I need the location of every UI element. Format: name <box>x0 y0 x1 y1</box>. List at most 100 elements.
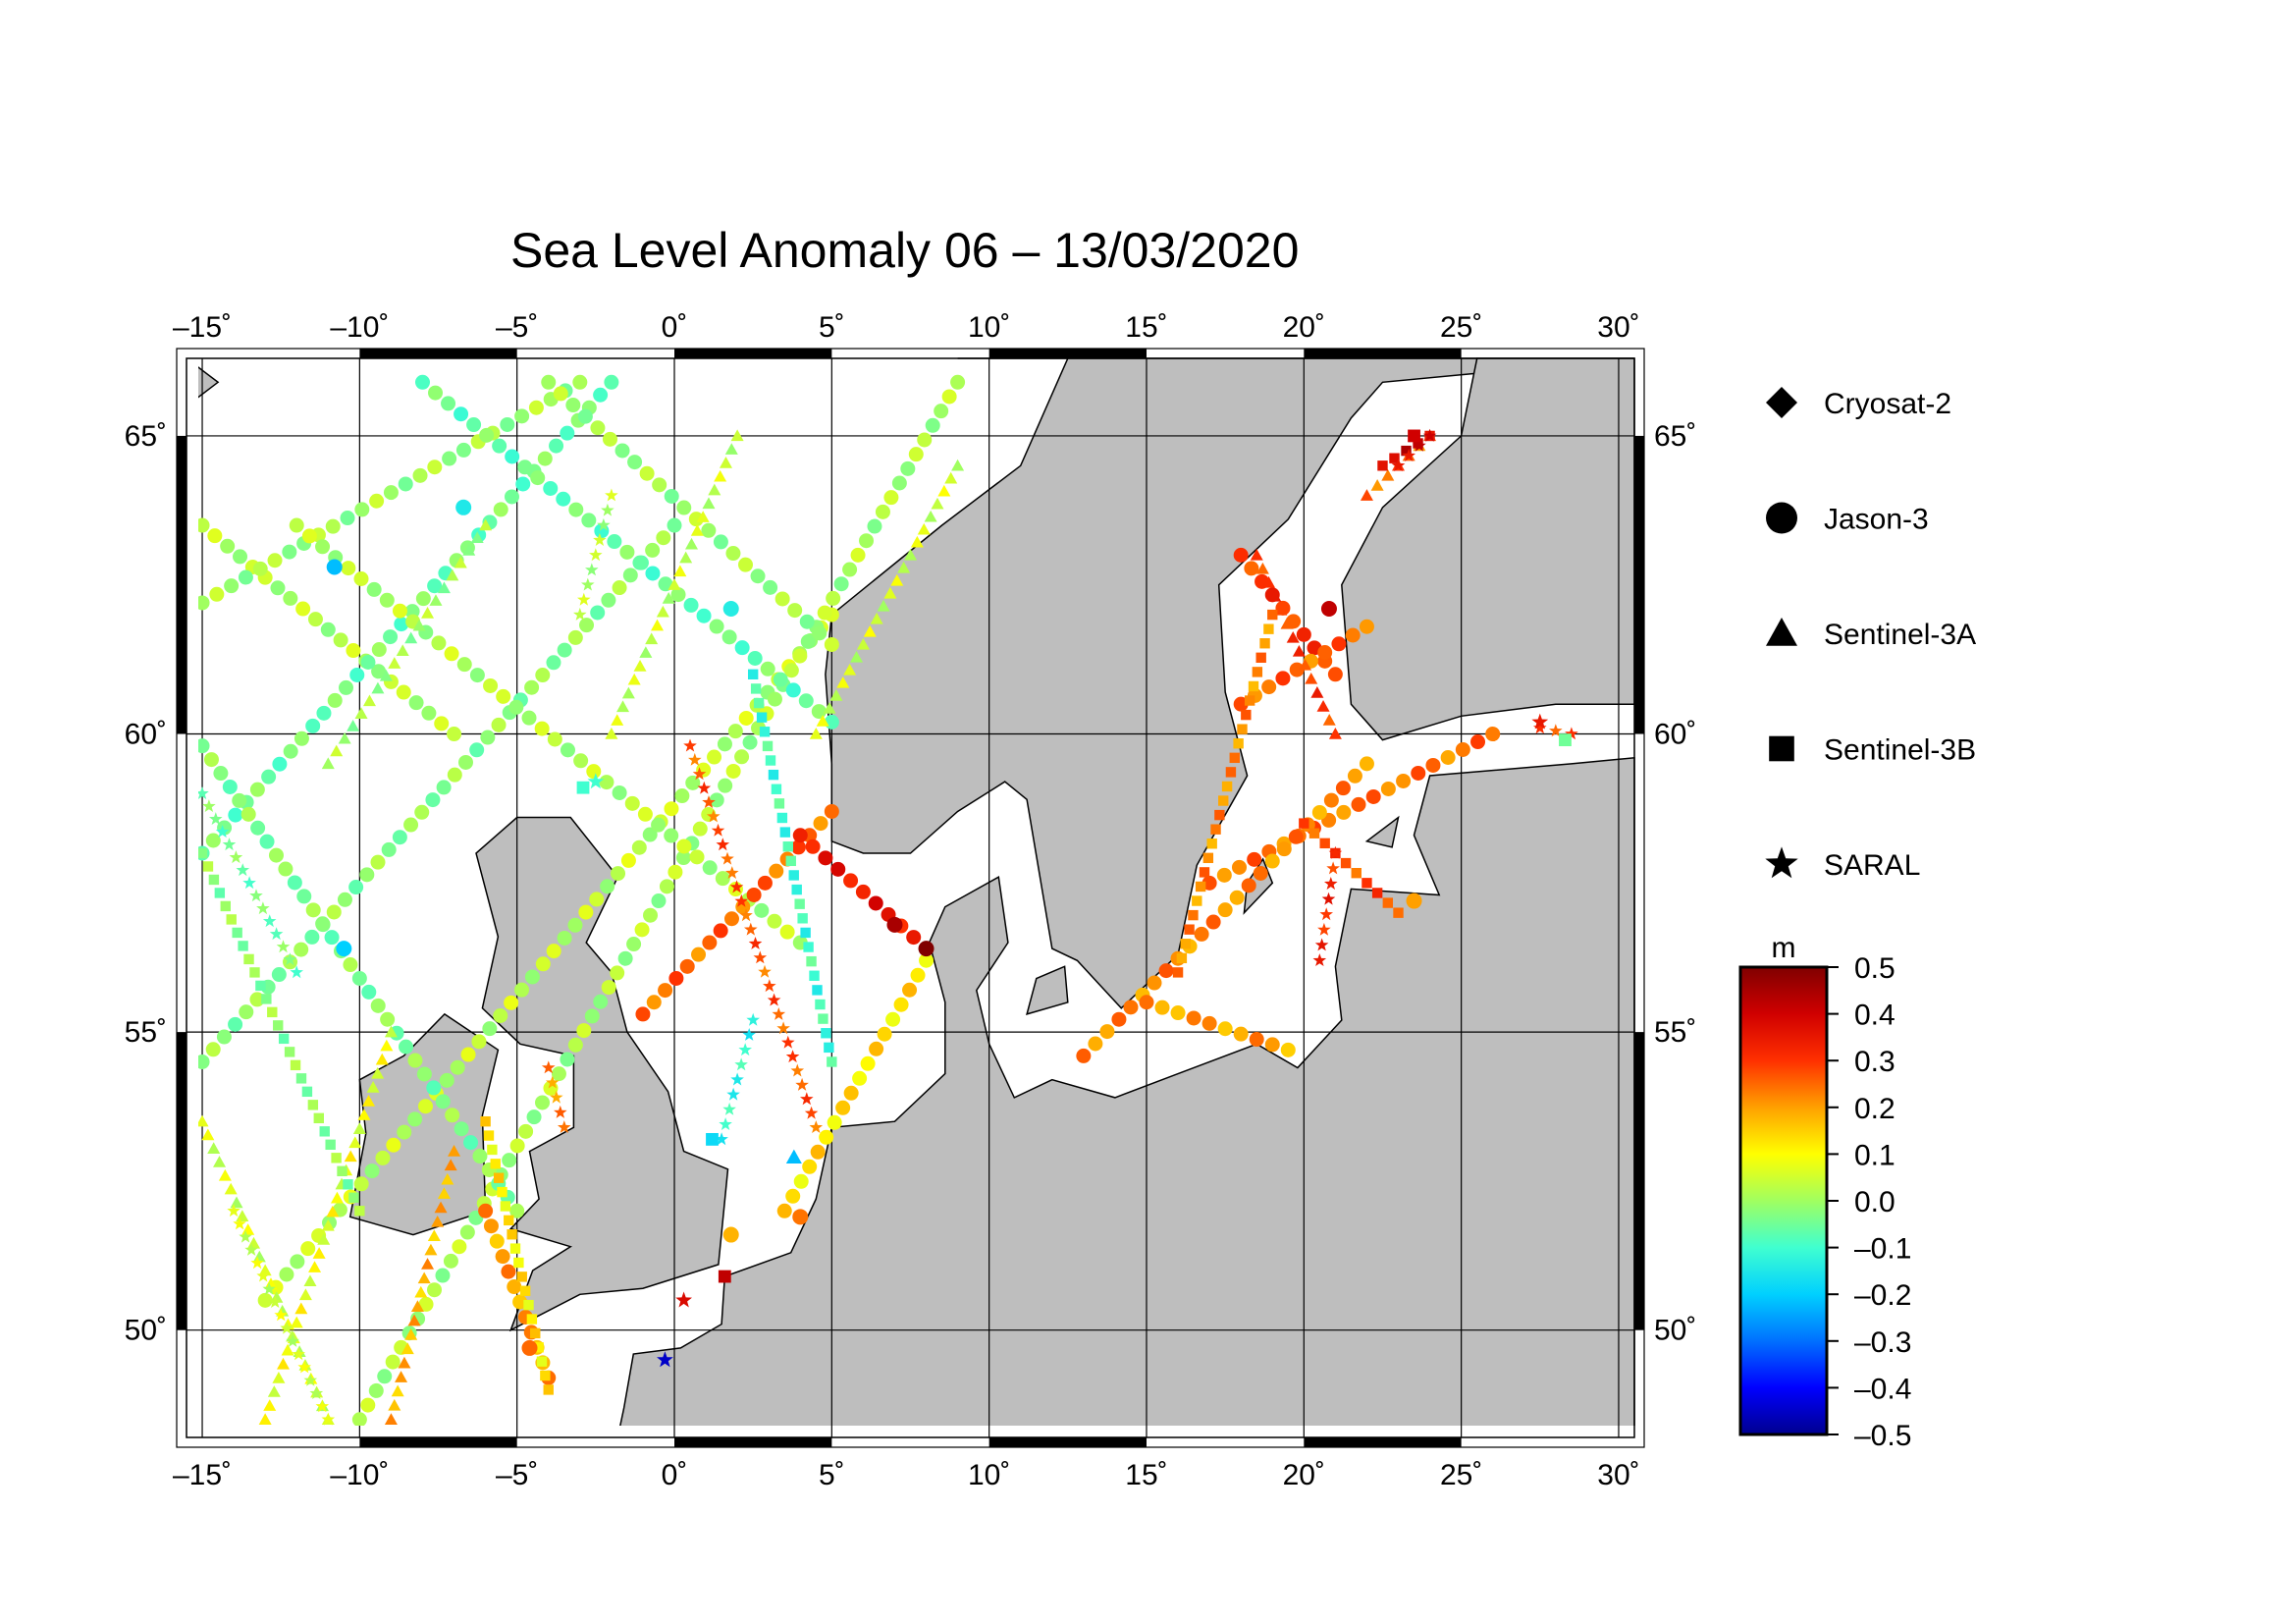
sla-point <box>321 757 335 770</box>
sla-point <box>315 1399 330 1413</box>
sla-point <box>1123 1000 1139 1015</box>
sla-point <box>1076 1048 1092 1063</box>
sla-point <box>466 417 482 433</box>
sla-point <box>427 460 443 475</box>
sla-point <box>346 643 361 659</box>
sla-point <box>702 497 716 510</box>
sla-point <box>267 1006 278 1018</box>
sla-point <box>621 686 635 699</box>
sla-point <box>1335 781 1351 796</box>
sla-point <box>599 775 614 790</box>
sla-point <box>1218 795 1229 806</box>
sla-point <box>651 893 667 909</box>
colorbar-tick-label: 0.4 <box>1854 1000 1896 1032</box>
sla-point <box>289 517 304 533</box>
sla-point <box>268 1295 282 1308</box>
colorbar-gradient <box>1738 965 1829 1436</box>
sla-point <box>354 707 368 719</box>
sla-point <box>1241 878 1256 893</box>
sla-point <box>1359 756 1374 772</box>
sla-point <box>303 1373 318 1386</box>
sla-point <box>361 984 377 1000</box>
sla-point <box>790 839 806 855</box>
sla-point <box>1237 724 1248 734</box>
sla-point <box>910 535 924 548</box>
sla-point <box>897 561 911 573</box>
sla-point <box>1241 709 1252 721</box>
sla-point <box>1365 788 1381 804</box>
sla-point <box>294 730 309 746</box>
sla-point <box>507 1279 522 1295</box>
sla-point <box>773 672 788 687</box>
sla-point <box>403 817 419 833</box>
sla-point <box>1391 459 1406 472</box>
sla-point <box>626 937 642 952</box>
sla-point <box>726 1087 740 1101</box>
sla-point <box>410 1300 424 1312</box>
sla-point <box>763 979 776 993</box>
colorbar-tick-label: 0.3 <box>1854 1046 1896 1078</box>
sla-point <box>675 850 691 866</box>
sla-point <box>1194 926 1209 942</box>
sla-point <box>859 533 875 549</box>
sla-point <box>601 980 616 996</box>
sla-point <box>429 594 443 606</box>
sla-point <box>809 970 820 981</box>
sla-point <box>925 417 940 433</box>
baltic-estonia-island <box>1364 815 1400 848</box>
altimetry-tracks <box>198 374 1578 1426</box>
sla-point <box>584 1008 600 1024</box>
sla-point <box>313 1112 324 1124</box>
sla-point <box>1229 752 1240 764</box>
sla-point <box>220 538 236 554</box>
sla-point <box>601 503 614 516</box>
sla-point <box>505 449 520 464</box>
sla-point <box>809 728 823 739</box>
sla-point <box>371 1066 385 1079</box>
sla-point <box>283 590 298 606</box>
sla-point <box>823 702 836 714</box>
sla-point <box>297 1360 311 1374</box>
sla-point <box>274 1308 288 1322</box>
lon-tick-label: –10˚ <box>330 311 389 344</box>
sla-point <box>472 1149 488 1164</box>
lon-tick-label: 5˚ <box>819 1459 845 1491</box>
sla-point <box>719 457 732 468</box>
sla-point <box>779 924 795 940</box>
sla-point <box>272 1371 286 1383</box>
sla-point <box>357 1109 371 1120</box>
sla-point <box>320 622 336 637</box>
sla-point <box>730 429 744 442</box>
sla-point <box>469 742 485 758</box>
sla-point <box>305 718 321 733</box>
sla-point <box>819 1129 834 1145</box>
lon-tick-label: 0˚ <box>662 1459 688 1491</box>
sla-point <box>360 1397 376 1413</box>
sla-point <box>1299 658 1312 671</box>
sla-point <box>593 994 609 1009</box>
sla-point <box>340 511 355 526</box>
sla-point <box>514 408 530 424</box>
sla-point <box>352 1122 366 1134</box>
sla-point <box>1408 429 1420 443</box>
sla-point <box>249 992 265 1007</box>
sla-point <box>517 460 533 475</box>
sla-point <box>524 679 540 695</box>
sla-point <box>384 1413 398 1425</box>
sla-point <box>702 935 718 950</box>
plot-border <box>186 357 1635 1438</box>
sla-point <box>791 884 802 895</box>
sla-point <box>222 838 237 851</box>
sla-point <box>540 1370 551 1381</box>
sla-point <box>762 740 774 752</box>
sla-point <box>1289 662 1305 677</box>
colorbar-tick-label: –0.5 <box>1854 1420 1911 1452</box>
sla-point <box>1264 1037 1280 1053</box>
sla-point <box>530 470 546 486</box>
sla-point <box>707 749 722 765</box>
sla-point <box>800 633 816 649</box>
sla-point <box>262 1281 276 1295</box>
sla-point <box>360 654 376 670</box>
sla-point <box>863 624 877 637</box>
sla-point <box>900 460 916 476</box>
